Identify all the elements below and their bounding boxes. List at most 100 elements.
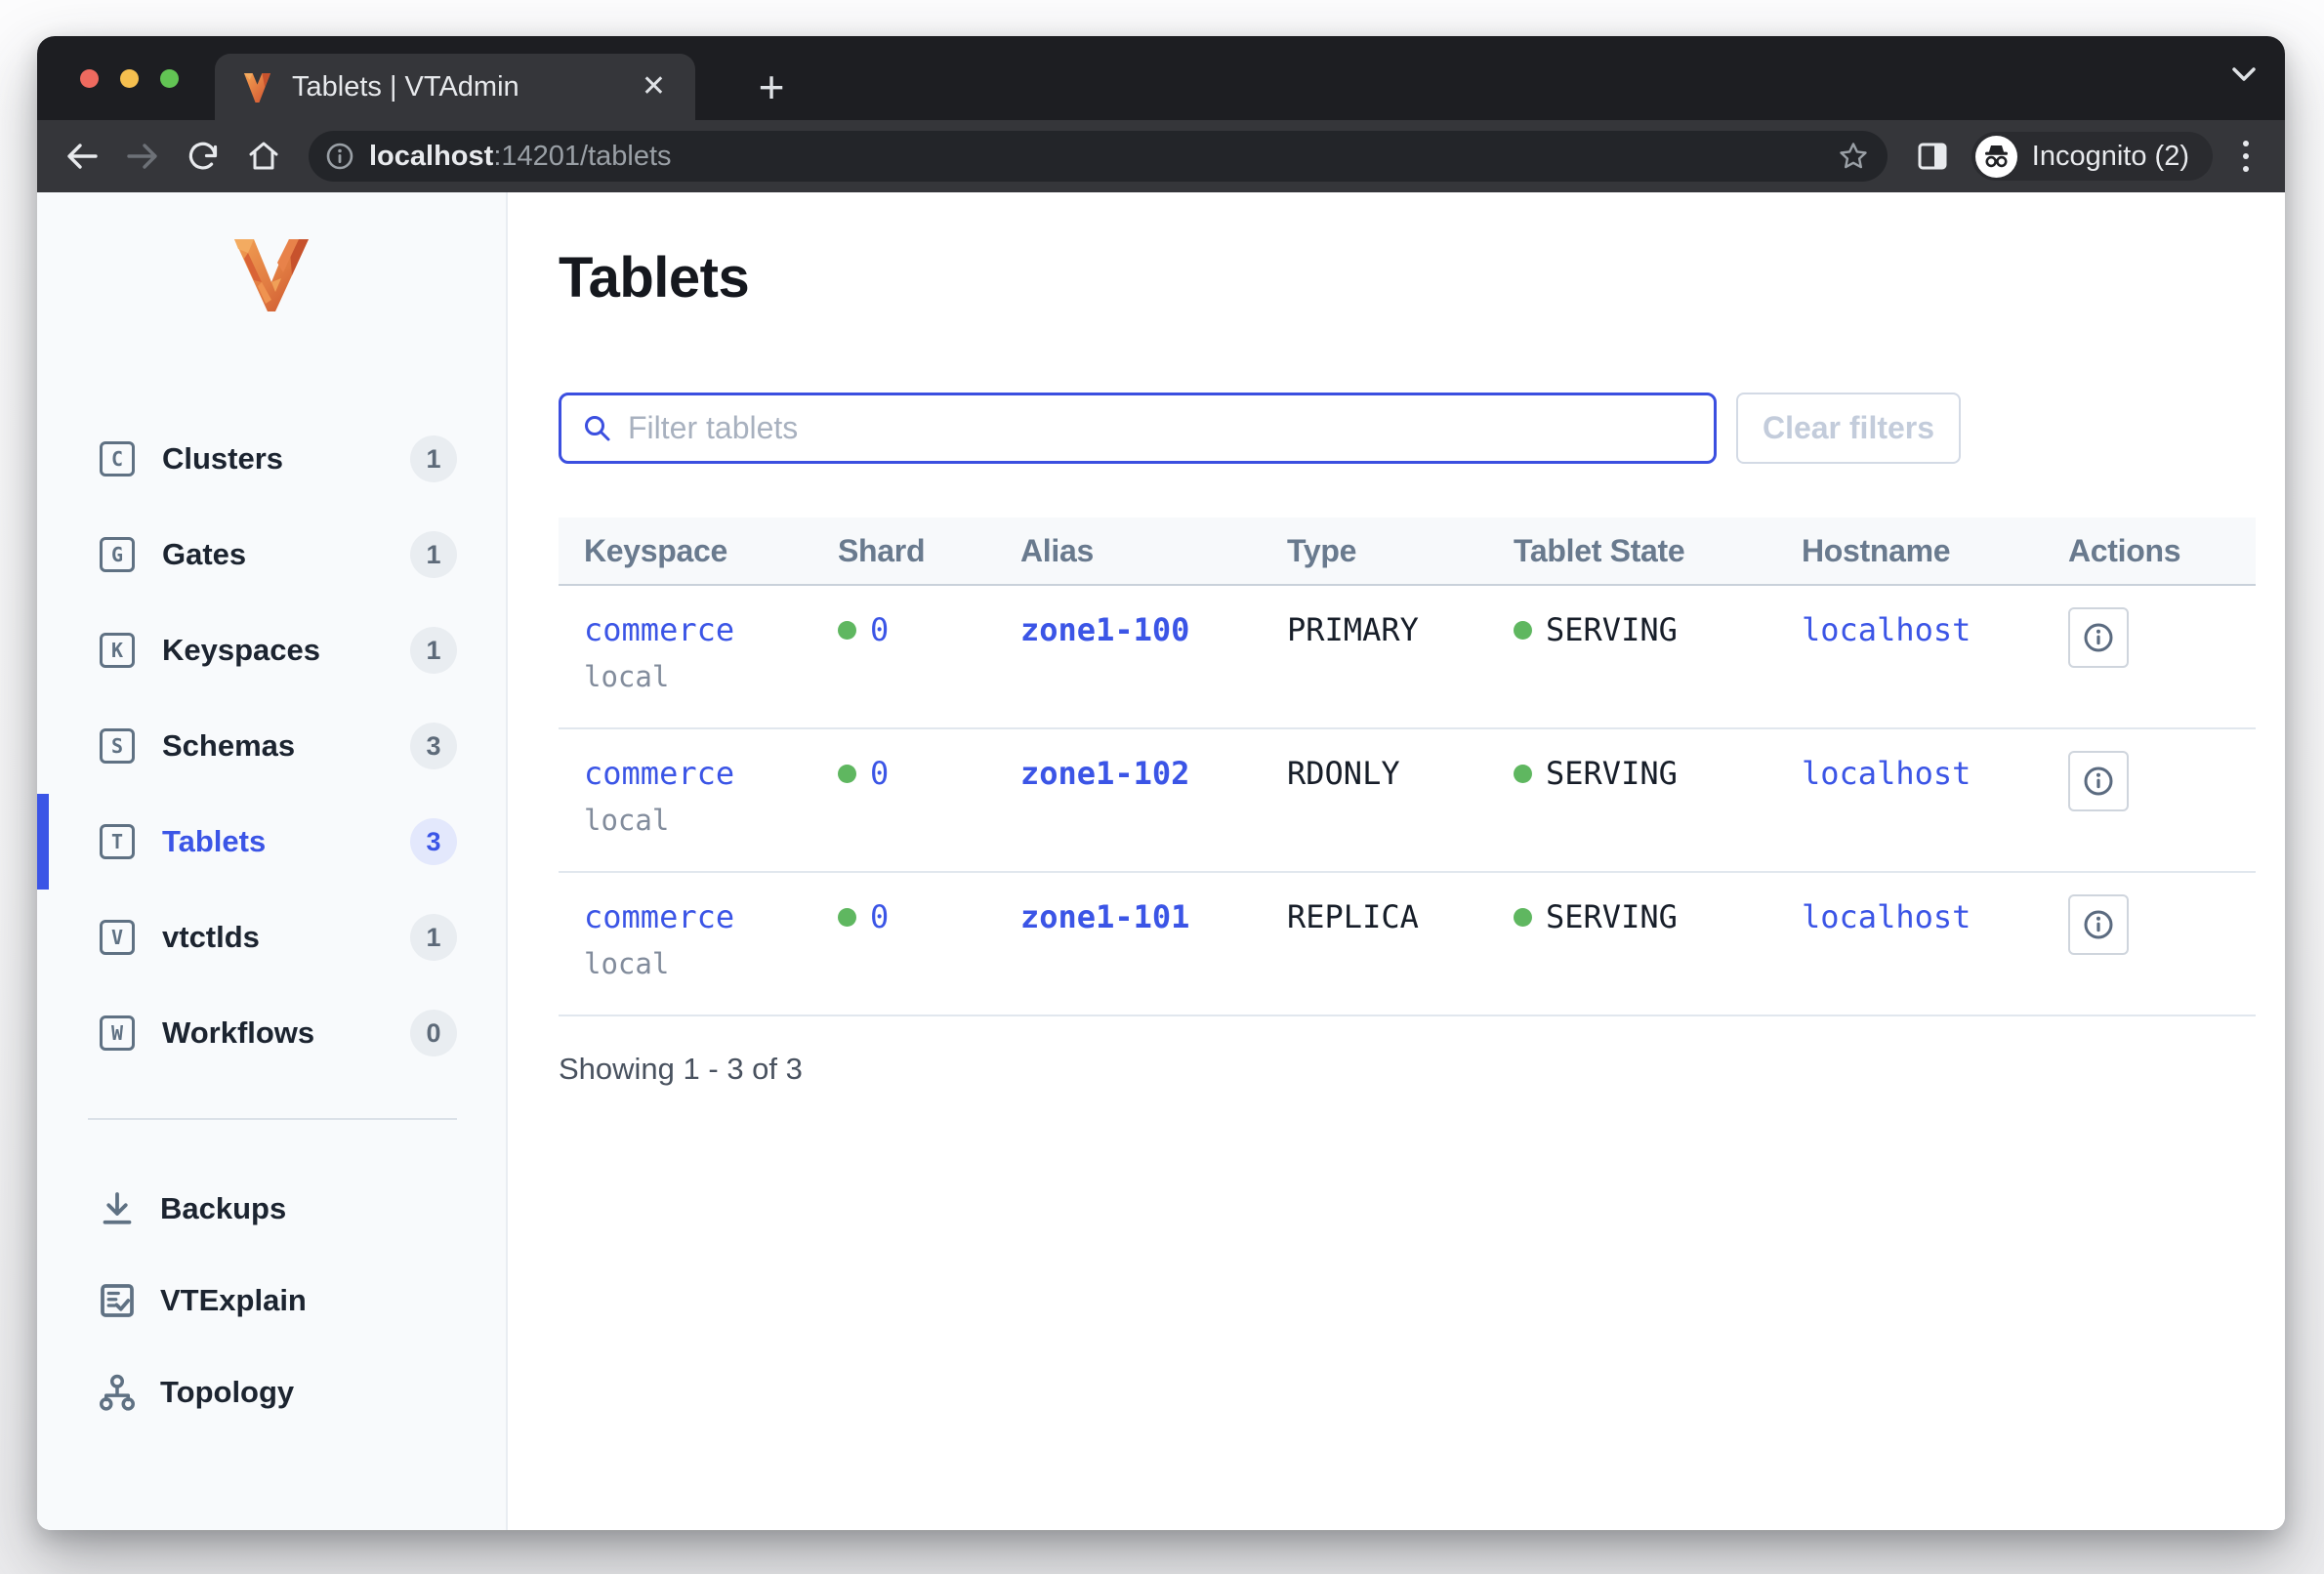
hostname-link[interactable]: localhost <box>1802 898 1971 935</box>
sidebar-nav: C Clusters 1 G Gates 1 K Keyspaces 1 S S… <box>37 411 506 1081</box>
tablet-info-button[interactable] <box>2068 751 2129 811</box>
actions-cell <box>2068 755 2256 811</box>
col-header-hostname: Hostname <box>1802 533 2068 569</box>
tab-strip: Tablets | VTAdmin ✕ + <box>37 36 2285 120</box>
keyspace-link[interactable]: commerce <box>584 755 734 792</box>
keyspace-link[interactable]: commerce <box>584 611 734 648</box>
keyspace-cell: commerce local <box>584 755 838 837</box>
count-badge: 3 <box>410 818 457 865</box>
sidebar-item-gates[interactable]: G Gates 1 <box>37 507 506 602</box>
tablets-table: Keyspace Shard Alias Type Tablet State H… <box>559 518 2256 1016</box>
col-header-keyspace: Keyspace <box>584 533 838 569</box>
sidebar-item-keyspaces[interactable]: K Keyspaces 1 <box>37 602 506 698</box>
cluster-name: local <box>584 804 838 837</box>
hostname-link[interactable]: localhost <box>1802 611 1971 648</box>
count-badge: 1 <box>410 914 457 961</box>
results-summary: Showing 1 - 3 of 3 <box>559 1052 2256 1087</box>
sidebar-item-topology[interactable]: Topology <box>37 1346 506 1438</box>
side-panel-icon[interactable] <box>1909 133 1956 180</box>
hostname-cell: localhost <box>1802 611 2068 648</box>
filter-field <box>559 393 1717 464</box>
tab-title: Tablets | VTAdmin <box>292 71 636 104</box>
vitess-favicon <box>242 71 272 104</box>
site-info-icon[interactable] <box>324 141 355 172</box>
browser-toolbar: localhost:14201/tablets Incognito (2) <box>37 120 2285 192</box>
minimize-window-button[interactable] <box>120 69 139 88</box>
reload-button[interactable] <box>180 133 227 180</box>
tablet-state-cell: SERVING <box>1514 755 1802 792</box>
serving-status-dot-icon <box>1514 765 1532 783</box>
col-header-shard: Shard <box>838 533 1020 569</box>
zoom-window-button[interactable] <box>160 69 179 88</box>
sidebar-item-clusters[interactable]: C Clusters 1 <box>37 411 506 507</box>
cluster-name: local <box>584 660 838 693</box>
incognito-profile-button[interactable]: Incognito (2) <box>1971 132 2213 181</box>
tab-search-chevron-icon[interactable] <box>2230 65 2258 83</box>
col-header-tablet-state: Tablet State <box>1514 533 1802 569</box>
tablet-info-button[interactable] <box>2068 607 2129 668</box>
sidebar-item-tablets[interactable]: T Tablets 3 <box>37 794 506 890</box>
alias-link[interactable]: zone1-102 <box>1020 755 1189 792</box>
shard-status-dot-icon <box>838 765 856 783</box>
bookmark-star-icon[interactable] <box>1837 140 1870 173</box>
count-badge: 1 <box>410 531 457 578</box>
type-cell: PRIMARY <box>1287 611 1514 648</box>
window-controls <box>37 69 179 88</box>
actions-cell <box>2068 898 2256 955</box>
hostname-cell: localhost <box>1802 755 2068 792</box>
tablet-info-button[interactable] <box>2068 894 2129 955</box>
actions-cell <box>2068 611 2256 668</box>
letter-icon: S <box>100 728 135 764</box>
clear-filters-button[interactable]: Clear filters <box>1736 393 1961 464</box>
sidebar: C Clusters 1 G Gates 1 K Keyspaces 1 S S… <box>37 192 508 1530</box>
letter-icon: G <box>100 537 135 572</box>
alias-link[interactable]: zone1-101 <box>1020 898 1189 935</box>
sidebar-item-schemas[interactable]: S Schemas 3 <box>37 698 506 794</box>
cluster-name: local <box>584 947 838 980</box>
shard-cell: 0 <box>838 611 1020 648</box>
download-icon <box>98 1189 137 1228</box>
shard-status-dot-icon <box>838 621 856 640</box>
browser-menu-icon[interactable] <box>2226 141 2265 172</box>
shard-status-dot-icon <box>838 908 856 927</box>
new-tab-button[interactable]: + <box>746 60 797 114</box>
sidebar-item-vtexplain[interactable]: VTExplain <box>37 1255 506 1346</box>
browser-tab[interactable]: Tablets | VTAdmin ✕ <box>215 54 695 120</box>
col-header-type: Type <box>1287 533 1514 569</box>
shard-link[interactable]: 0 <box>870 611 889 648</box>
letter-icon: K <box>100 633 135 668</box>
incognito-label: Incognito (2) <box>2032 141 2189 173</box>
letter-icon: T <box>100 824 135 859</box>
sidebar-item-backups[interactable]: Backups <box>37 1163 506 1255</box>
keyspace-cell: commerce local <box>584 898 838 980</box>
tablet-state-cell: SERVING <box>1514 611 1802 648</box>
close-window-button[interactable] <box>80 69 99 88</box>
sidebar-item-workflows[interactable]: W Workflows 0 <box>37 985 506 1081</box>
hostname-cell: localhost <box>1802 898 2068 935</box>
keyspace-link[interactable]: commerce <box>584 898 734 935</box>
back-button[interactable] <box>59 133 105 180</box>
sidebar-item-vtctlds[interactable]: V vtctlds 1 <box>37 890 506 985</box>
address-bar[interactable]: localhost:14201/tablets <box>309 131 1888 182</box>
tab-close-icon[interactable]: ✕ <box>636 68 672 105</box>
shard-link[interactable]: 0 <box>870 755 889 792</box>
home-button[interactable] <box>240 133 287 180</box>
table-body: commerce local 0 zone1-100 PRIMARY SERVI… <box>559 586 2256 1016</box>
table-row: commerce local 0 zone1-100 PRIMARY SERVI… <box>559 586 2256 729</box>
tablet-state-cell: SERVING <box>1514 898 1802 935</box>
filter-tablets-input[interactable] <box>628 410 1694 446</box>
main-content: Tablets Clear filters Keyspace Shard Ali… <box>508 192 2285 1530</box>
serving-status-dot-icon <box>1514 621 1532 640</box>
forward-button[interactable] <box>119 133 166 180</box>
hostname-link[interactable]: localhost <box>1802 755 1971 792</box>
count-badge: 0 <box>410 1010 457 1056</box>
table-row: commerce local 0 zone1-101 REPLICA SERVI… <box>559 873 2256 1016</box>
alias-cell: zone1-100 <box>1020 611 1287 648</box>
col-header-alias: Alias <box>1020 533 1287 569</box>
count-badge: 1 <box>410 627 457 674</box>
shard-link[interactable]: 0 <box>870 898 889 935</box>
topology-icon <box>98 1373 137 1412</box>
table-header-row: Keyspace Shard Alias Type Tablet State H… <box>559 518 2256 586</box>
page-title: Tablets <box>559 247 2256 310</box>
alias-link[interactable]: zone1-100 <box>1020 611 1189 648</box>
